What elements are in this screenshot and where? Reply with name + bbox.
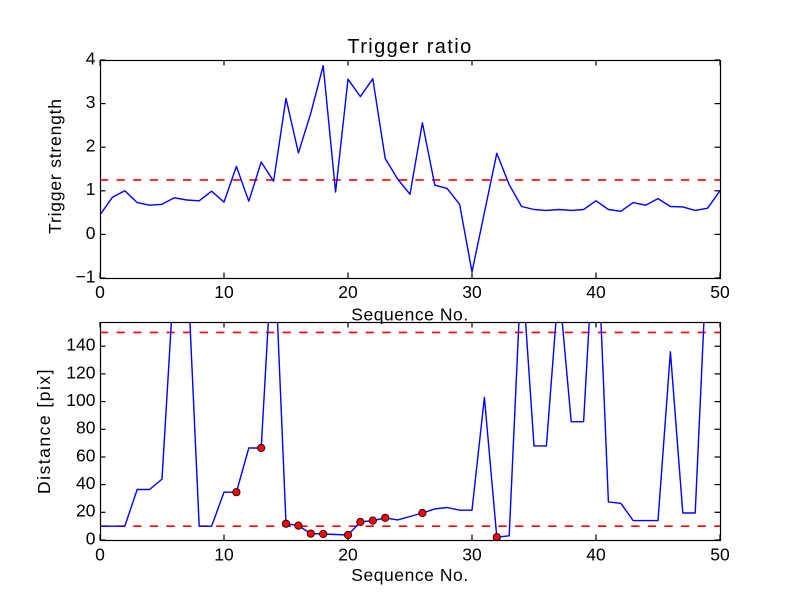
svg-text:60: 60 [76, 445, 96, 465]
svg-text:Trigger strength: Trigger strength [45, 98, 65, 234]
svg-text:50: 50 [710, 545, 730, 565]
svg-text:Sequence No.: Sequence No. [351, 565, 469, 585]
svg-text:10: 10 [214, 282, 234, 302]
svg-text:40: 40 [586, 545, 606, 565]
svg-text:0: 0 [86, 528, 96, 548]
svg-text:Trigger ratio: Trigger ratio [347, 36, 472, 58]
svg-text:−1: −1 [76, 266, 96, 286]
svg-text:Sequence No.: Sequence No. [351, 305, 469, 325]
svg-text:100: 100 [66, 390, 95, 410]
svg-text:120: 120 [66, 362, 95, 382]
svg-text:30: 30 [462, 545, 482, 565]
svg-text:20: 20 [76, 501, 96, 521]
svg-text:20: 20 [338, 545, 358, 565]
svg-text:0: 0 [95, 282, 105, 302]
svg-text:4: 4 [86, 48, 96, 68]
svg-text:30: 30 [462, 282, 482, 302]
svg-text:1: 1 [86, 179, 96, 199]
svg-text:0: 0 [86, 223, 96, 243]
svg-text:20: 20 [338, 282, 358, 302]
svg-text:50: 50 [710, 282, 730, 302]
svg-text:Distance [pix]: Distance [pix] [34, 368, 54, 494]
svg-text:10: 10 [214, 545, 234, 565]
svg-text:40: 40 [76, 473, 96, 493]
svg-text:0: 0 [95, 545, 105, 565]
svg-text:3: 3 [86, 92, 96, 112]
svg-text:2: 2 [86, 136, 96, 156]
svg-text:80: 80 [76, 418, 96, 438]
svg-text:40: 40 [586, 282, 606, 302]
svg-text:140: 140 [66, 335, 95, 355]
